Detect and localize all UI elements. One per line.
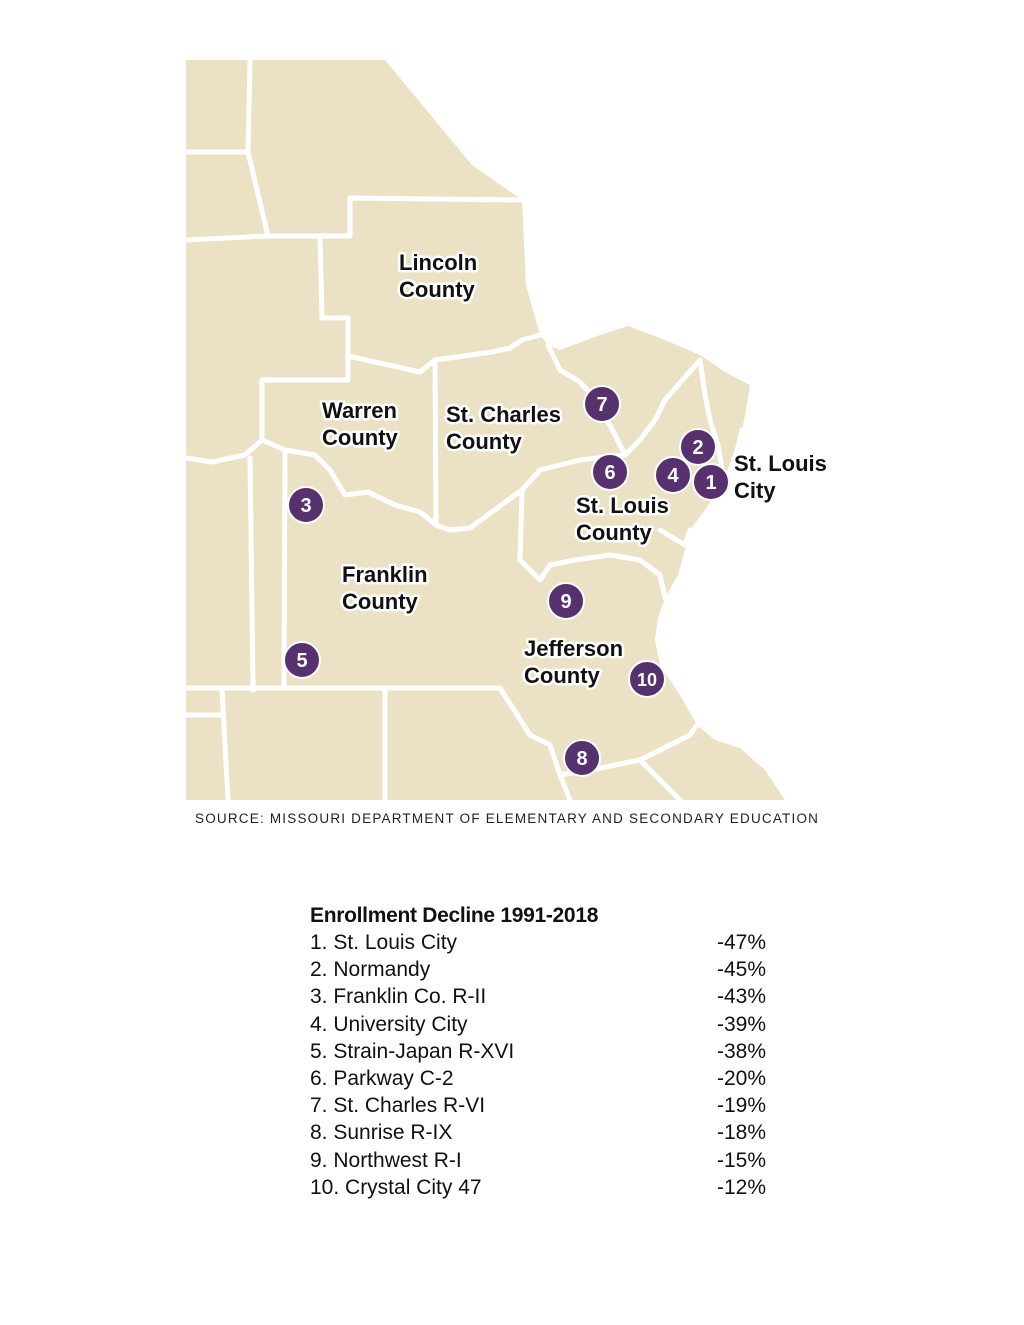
- district-markers: 1 2 3 4 5 6 7 8: [283, 385, 730, 777]
- decline-value: -12%: [716, 1175, 766, 1199]
- marker-7-number: 7: [596, 394, 607, 416]
- decline-value: -47%: [716, 931, 766, 954]
- label-franklin-line2: County: [342, 589, 419, 614]
- marker-9: 9: [547, 582, 585, 620]
- label-st-charles-line2: County: [446, 429, 523, 454]
- decline-value: -19%: [716, 1094, 766, 1118]
- marker-8: 8: [563, 739, 601, 777]
- marker-10-number: 10: [637, 670, 657, 690]
- decline-value: -43%: [716, 985, 766, 1009]
- table-row: 3. Franklin Co. R-II -43%: [310, 983, 770, 1010]
- district-name: 3. Franklin Co. R-II: [310, 985, 487, 1009]
- enrollment-decline-table: Enrollment Decline 1991-2018 1. St. Loui…: [310, 902, 770, 1201]
- marker-4-number: 4: [667, 465, 679, 487]
- label-st-louis-city-line1: St. Louis: [734, 451, 827, 476]
- marker-5: 5: [283, 641, 321, 679]
- label-warren-line2: County: [322, 425, 399, 450]
- table-row: 2. Normandy -45%: [310, 956, 770, 983]
- marker-1-number: 1: [705, 472, 716, 494]
- label-warren-county: Warren County: [322, 398, 403, 450]
- district-name: 2. Normandy: [310, 958, 431, 982]
- marker-5-number: 5: [296, 650, 307, 672]
- table-row: 8. Sunrise R-IX -18%: [310, 1119, 770, 1146]
- marker-8-number: 8: [576, 748, 587, 770]
- label-warren-line1: Warren: [322, 398, 397, 423]
- label-st-charles-line1: St. Charles: [446, 402, 561, 427]
- decline-value: -39%: [716, 1012, 766, 1036]
- district-name: 5. Strain-Japan R-XVI: [310, 1039, 515, 1063]
- marker-3: 3: [287, 486, 325, 524]
- table-row: 5. Strain-Japan R-XVI -38%: [310, 1038, 770, 1065]
- marker-6: 6: [591, 453, 629, 491]
- label-lincoln-line2: County: [399, 277, 476, 302]
- table-row: 7. St. Charles R-VI -19%: [310, 1092, 770, 1119]
- table-title: Enrollment Decline 1991-2018: [310, 904, 599, 927]
- decline-value: -20%: [716, 1066, 766, 1090]
- label-lincoln-county: Lincoln County: [399, 250, 483, 302]
- table-row: 9. Northwest R-I -15%: [310, 1147, 770, 1174]
- table-row: 4. University City -39%: [310, 1011, 770, 1038]
- district-name: 1. St. Louis City: [310, 931, 458, 954]
- district-name: 10. Crystal City 47: [310, 1175, 482, 1199]
- marker-2-number: 2: [692, 437, 703, 459]
- marker-9-number: 9: [560, 591, 571, 613]
- label-st-louis-county-line1: St. Louis: [576, 493, 669, 518]
- county-map: Lincoln County Warren County St. Charles…: [183, 57, 833, 803]
- table-row: 6. Parkway C-2 -20%: [310, 1065, 770, 1092]
- table-row: 10. Crystal City 47 -12%: [310, 1174, 770, 1201]
- label-franklin-county: Franklin County: [342, 562, 434, 614]
- district-name: 8. Sunrise R-IX: [310, 1121, 453, 1145]
- district-name: 7. St. Charles R-VI: [310, 1094, 486, 1118]
- label-st-charles-county: St. Charles County: [446, 402, 567, 454]
- label-franklin-line1: Franklin: [342, 562, 428, 587]
- marker-1: 1: [692, 463, 730, 501]
- decline-value: -38%: [716, 1039, 766, 1063]
- marker-10: 10: [628, 660, 666, 698]
- marker-2: 2: [679, 428, 717, 466]
- marker-6-number: 6: [604, 462, 615, 484]
- label-lincoln-line1: Lincoln: [399, 250, 477, 275]
- district-name: 4. University City: [310, 1012, 468, 1036]
- land-mass: [186, 60, 785, 800]
- marker-3-number: 3: [300, 495, 311, 517]
- marker-7: 7: [583, 385, 621, 423]
- decline-value: -45%: [716, 958, 766, 982]
- county-labels: Lincoln County Warren County St. Charles…: [320, 248, 833, 691]
- label-st-louis-county-line2: County: [576, 520, 653, 545]
- district-name: 6. Parkway C-2: [310, 1066, 454, 1090]
- district-name: 9. Northwest R-I: [310, 1148, 462, 1172]
- label-st-louis-city-line2: City: [734, 478, 776, 503]
- marker-4: 4: [654, 456, 692, 494]
- table-row: 1. St. Louis City -47%: [310, 929, 770, 956]
- label-jefferson-line2: County: [524, 663, 601, 688]
- label-jefferson-line1: Jefferson: [524, 636, 623, 661]
- label-st-louis-city: St. Louis City: [734, 451, 833, 503]
- label-st-louis-county: St. Louis County: [576, 493, 675, 545]
- decline-value: -18%: [716, 1121, 766, 1145]
- county-borders: [183, 57, 745, 803]
- label-jefferson-county: Jefferson County: [524, 636, 629, 688]
- source-credit: SOURCE: MISSOURI DEPARTMENT OF ELEMENTAR…: [195, 811, 820, 826]
- decline-value: -15%: [716, 1148, 766, 1172]
